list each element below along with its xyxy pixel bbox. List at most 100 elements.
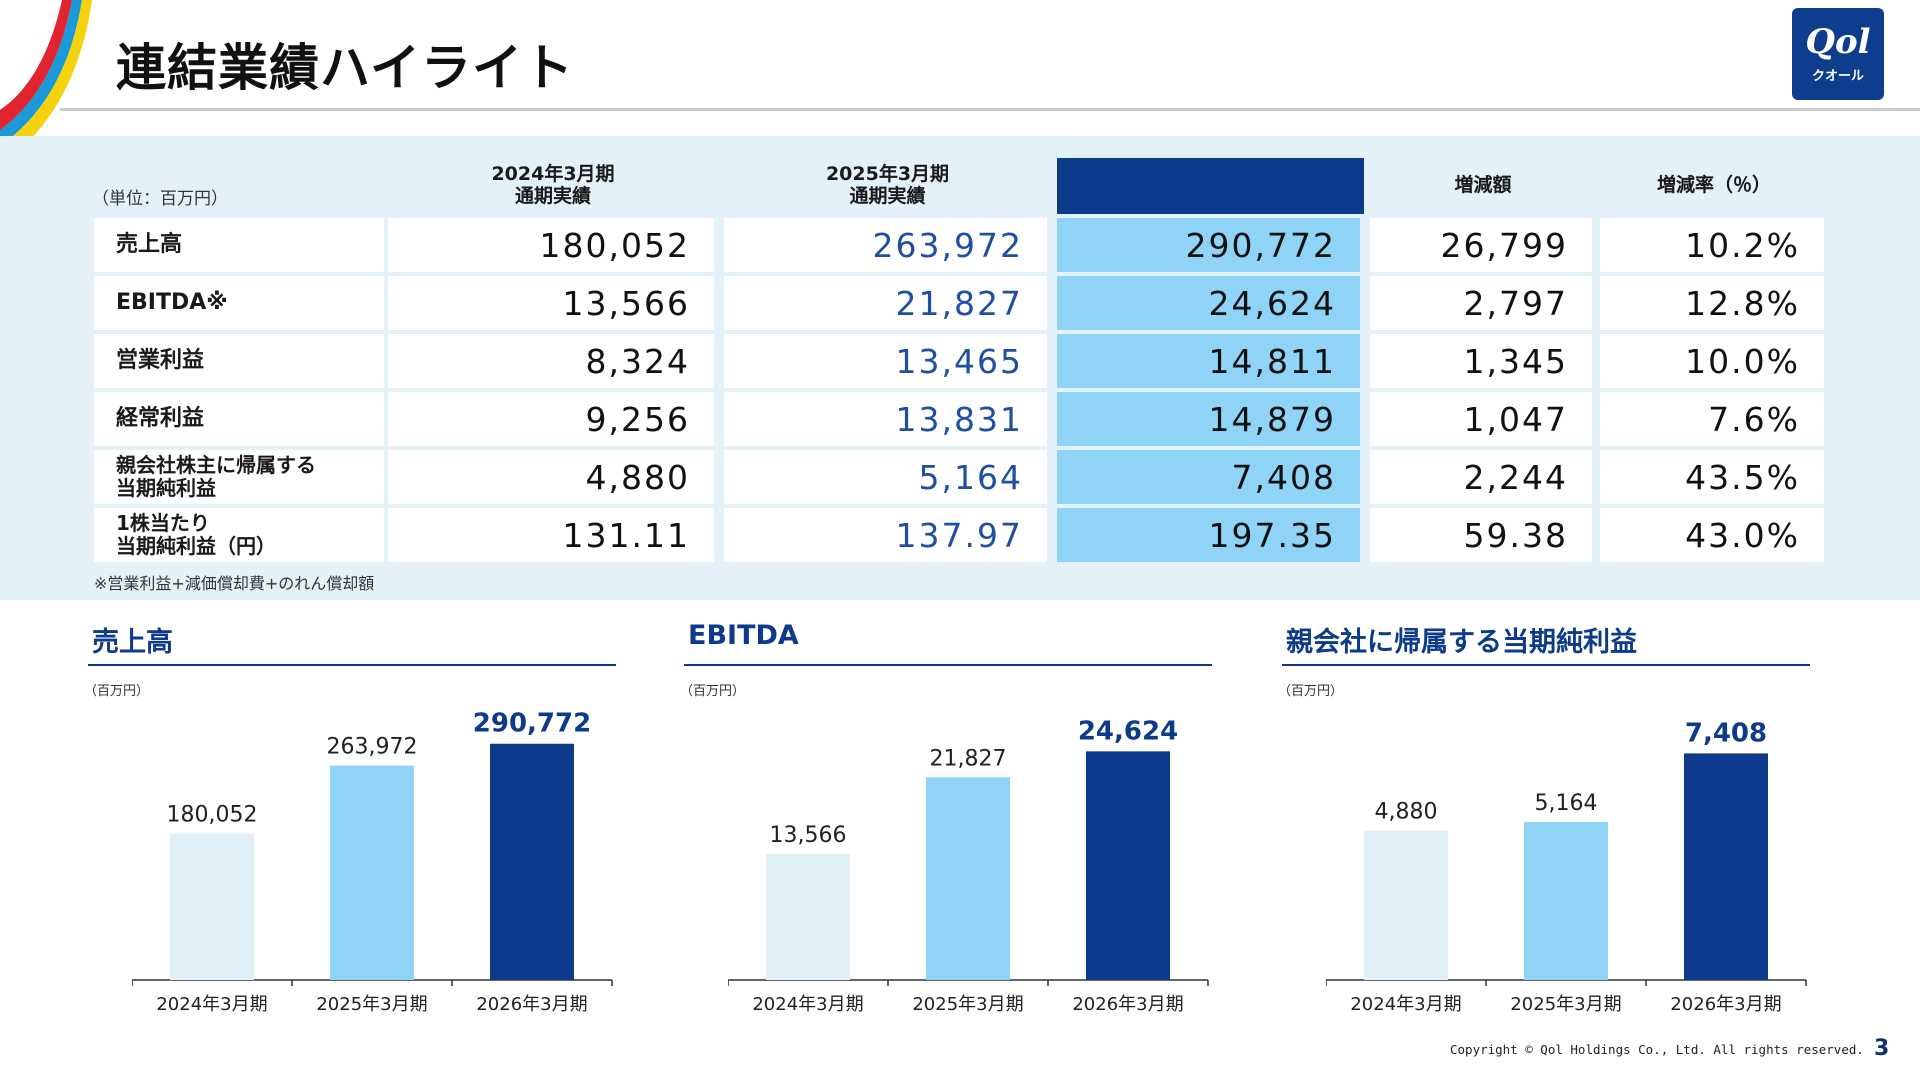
column-header: 2025年3月期 通期実績 [724,158,1051,214]
row-label: 営業利益 [94,334,384,388]
table-cell: 14,811 [1057,334,1360,388]
column-header-line: 通期実績 [849,185,926,207]
page-number: 3 [1874,1036,1890,1061]
category-label: 2026年3月期 [1670,994,1781,1015]
bar-value-label: 290,772 [473,709,591,739]
header-divider [60,108,1920,111]
page-title: 連結業績ハイライト [116,39,574,97]
logo-kana: クオール [1811,68,1864,84]
bar-value-label: 5,164 [1535,791,1598,816]
company-logo: Qol クオール [1792,8,1884,100]
bar-value-label: 24,624 [1078,716,1178,746]
category-label: 2026年3月期 [476,994,587,1015]
row-label-line: 親会社株主に帰属する [116,453,316,477]
bar [170,833,254,980]
row-label: EBITDA※ [94,276,384,330]
table-cell: 1,345 [1370,334,1592,388]
chart-title: 売上高 [92,627,173,658]
bar-value-label: 7,408 [1685,718,1767,748]
column-header-line: 増減率（％） [1656,174,1771,197]
row-label: 売上高 [94,218,384,272]
category-label: 2024年3月期 [156,994,267,1015]
table-cell: 180,052 [388,218,714,272]
table-cell: 5,164 [724,450,1047,504]
chart-unit: （百万円） [84,684,150,699]
chart-title: 親会社に帰属する当期純利益 [1286,627,1637,658]
row-label-line: 当期純利益 [116,476,216,500]
category-label: 2025年3月期 [1510,994,1621,1015]
table-cell: 59.38 [1370,508,1592,562]
table-cell: 12.8% [1600,276,1824,330]
table-cell: 21,827 [724,276,1047,330]
chart-title: EBITDA [688,620,799,651]
table-cell: 7,408 [1057,450,1360,504]
table-cell: 2,797 [1370,276,1592,330]
logo-mark: Qol [1805,21,1871,62]
chart-unit: （百万円） [1278,684,1344,699]
table-cell: 137.97 [724,508,1047,562]
bar-chart: 13,566 2024年3月期 21,827 2025年3月期 24,624 2026年3… [728,716,1209,1015]
row-label: 親会社株主に帰属する 当期純利益 [94,450,384,504]
table-cell: 14,879 [1057,392,1360,446]
table-unit: （単位：百万円） [92,189,228,209]
bar [766,854,850,980]
row-label: 経常利益 [94,392,384,446]
table-cell: 1,047 [1370,392,1592,446]
table-cell: 13,831 [724,392,1047,446]
column-header-line: 2024年3月期 [491,163,615,186]
chart-title-rule [684,664,1212,666]
bar [330,765,414,980]
copyright-notice: Copyright © Qol Holdings Co., Ltd. All r… [1450,1042,1864,1057]
table-cell: 8,324 [388,334,714,388]
table-cell: 10.2% [1600,218,1824,272]
table-cell: 43.0% [1600,508,1824,562]
column-header: 2024年3月期 通期実績 [388,158,718,214]
table-cell: 13,465 [724,334,1047,388]
table-cell: 4,880 [388,450,714,504]
table-cell: 263,972 [724,218,1047,272]
category-label: 2026年3月期 [1072,994,1183,1015]
chart-title-rule [1282,664,1810,666]
category-label: 2025年3月期 [316,994,427,1015]
bar-value-label: 21,827 [930,746,1007,771]
table-cell: 43.5% [1600,450,1824,504]
bar [1524,822,1608,980]
table-cell: 7.6% [1600,392,1824,446]
column-header: 増減率（％） [1600,158,1828,214]
column-header-line: 増減額 [1454,174,1512,197]
category-label: 2024年3月期 [752,994,863,1015]
table-cell: 197.35 [1057,508,1360,562]
column-header: 増減額 [1370,158,1596,214]
bar [1086,751,1170,980]
row-label-line: 当期純利益（円） [116,534,276,558]
table-footnote: ※営業利益+減価償却費+のれん償却額 [94,574,375,593]
table-cell: 9,256 [388,392,714,446]
bar-value-label: 263,972 [327,735,418,760]
row-label-line: 営業利益 [116,348,205,374]
bar [1684,753,1768,980]
bar [1364,830,1448,980]
category-label: 2024年3月期 [1350,994,1461,1015]
row-label: 1株当たり 当期純利益（円） [94,508,384,562]
bar-value-label: 180,052 [167,803,258,828]
table-cell: 2,244 [1370,450,1592,504]
bar-value-label: 4,880 [1375,800,1438,825]
table-cell: 24,624 [1057,276,1360,330]
table-cell: 10.0% [1600,334,1824,388]
category-label: 2025年3月期 [912,994,1023,1015]
row-label-line: 経常利益 [116,406,205,432]
bar-value-label: 13,566 [770,823,847,848]
row-label-line: 1株当たり [116,511,210,535]
table-cell: 26,799 [1370,218,1592,272]
table-cell: 131.11 [388,508,714,562]
column-header-line: 通期実績 [514,185,591,207]
chart-title-rule [88,664,616,666]
bar-chart: 4,880 2024年3月期 5,164 2025年3月期 7,408 2026年3月期 [1326,718,1807,1015]
highlight-column-header-bg [1057,158,1364,214]
chart-unit: （百万円） [680,684,746,699]
table-cell: 13,566 [388,276,714,330]
bar [926,777,1010,980]
row-label-line: EBITDA※ [116,290,228,316]
bar-chart: 180,052 2024年3月期 263,972 2025年3月期 290,772 202… [132,709,613,1015]
bar [490,743,574,980]
